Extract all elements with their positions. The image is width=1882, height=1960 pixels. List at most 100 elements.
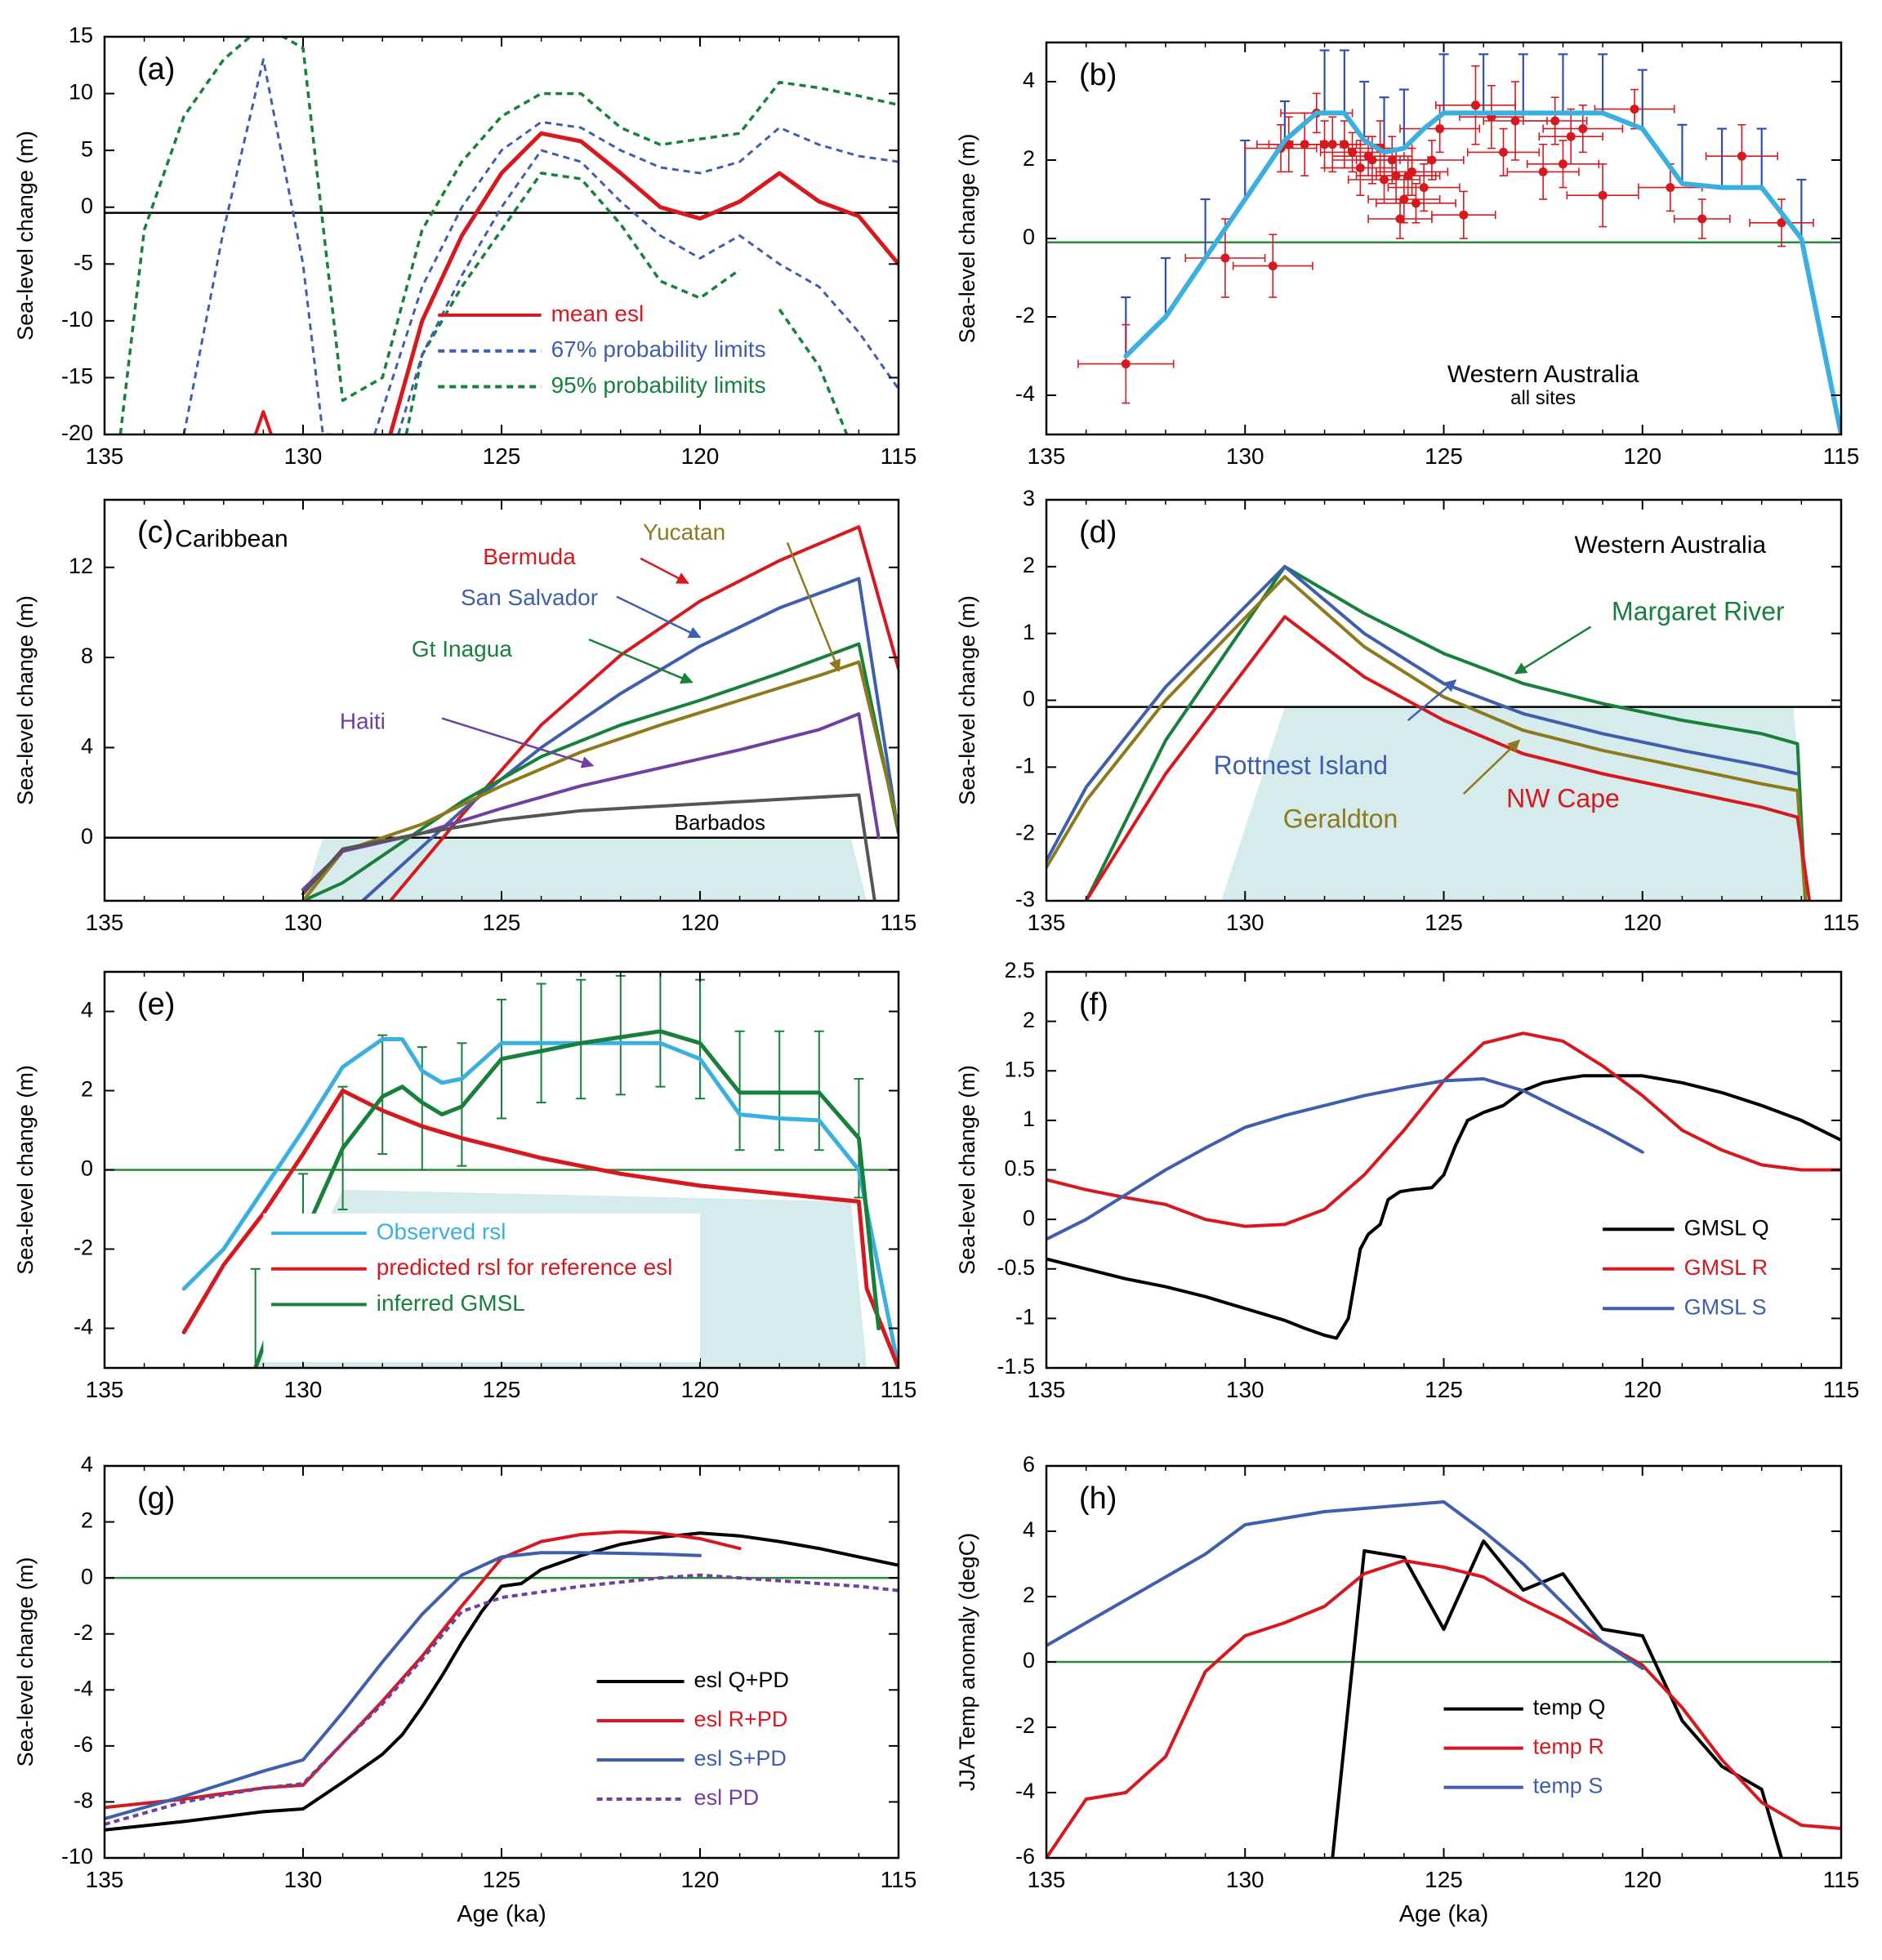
x-tick-label: 125 bbox=[1425, 1867, 1463, 1892]
y-tick-label: 4 bbox=[1023, 68, 1035, 92]
error-bar bbox=[1558, 53, 1568, 114]
y-tick-label: -4 bbox=[74, 1315, 93, 1339]
annotation-label: Rottnest Island bbox=[1214, 751, 1388, 780]
data-point bbox=[1483, 81, 1548, 161]
error-bar bbox=[1637, 69, 1648, 129]
legend-label: 95% probability limits bbox=[551, 372, 766, 398]
series-line bbox=[1084, 615, 1812, 901]
y-tick-label: -10 bbox=[61, 1844, 93, 1869]
y-tick-label: -2 bbox=[74, 1236, 93, 1260]
series-line bbox=[105, 1531, 899, 1832]
data-point bbox=[1506, 144, 1580, 200]
legend-label: esl PD bbox=[694, 1785, 760, 1810]
x-tick-label: 135 bbox=[86, 1867, 124, 1892]
x-tick-label: 125 bbox=[483, 443, 521, 469]
y-tick-label: -6 bbox=[1015, 1844, 1035, 1869]
series-line bbox=[1046, 1077, 1644, 1241]
error-bar bbox=[1598, 53, 1608, 114]
data-point bbox=[1375, 183, 1456, 224]
error-bar bbox=[655, 972, 666, 1088]
plot-area bbox=[1046, 1031, 1841, 1340]
x-tick-label: 125 bbox=[483, 910, 521, 935]
series-line bbox=[253, 1029, 881, 1368]
series-line bbox=[105, 1573, 899, 1826]
panel-c: Caribbean Bermuda San Salvador Gt Inagua Hai… bbox=[13, 498, 917, 935]
x-tick-label: 130 bbox=[1226, 1377, 1264, 1402]
data-point bbox=[1673, 198, 1731, 239]
series-line bbox=[373, 120, 899, 434]
y-tick-label: 0 bbox=[81, 824, 93, 849]
y-tick-label: -1 bbox=[1015, 1305, 1035, 1330]
legend-label: predicted rsl for reference esl bbox=[377, 1254, 673, 1280]
y-tick-label: 15 bbox=[69, 23, 93, 47]
y-tick-label: -2 bbox=[1015, 1713, 1035, 1738]
data-point bbox=[1232, 234, 1313, 298]
annotation-label: Barbados bbox=[675, 810, 765, 835]
error-bar bbox=[1478, 53, 1489, 114]
error-bar bbox=[1160, 256, 1171, 317]
annotation-label: San Salvador bbox=[461, 585, 598, 610]
x-tick-label: 120 bbox=[681, 910, 720, 935]
x-tick-label: 135 bbox=[1028, 1377, 1066, 1402]
x-tick-label: 125 bbox=[1425, 910, 1463, 935]
series-line bbox=[1331, 1539, 1783, 1858]
x-tick-label: 135 bbox=[1028, 443, 1066, 469]
annotation-arrow bbox=[640, 557, 689, 585]
y-tick-label: -6 bbox=[74, 1732, 93, 1757]
annotation-label: NW Cape bbox=[1506, 784, 1620, 813]
panel-tag: (a) bbox=[137, 52, 175, 87]
data-point bbox=[1399, 140, 1465, 180]
y-axis-label: Sea-level change (m) bbox=[13, 595, 38, 805]
panel-h: 135 130 125 120 115 6 4 2 0 -2 -4 -6 (h) JJA Temp ano… bbox=[955, 1452, 1859, 1927]
annotation-arrow bbox=[441, 717, 595, 768]
y-tick-label: -2 bbox=[74, 1620, 93, 1645]
y-tick-label: -0.5 bbox=[997, 1255, 1035, 1280]
series-line bbox=[181, 1089, 899, 1368]
plot-area bbox=[105, 37, 899, 434]
legend-label: esl S+PD bbox=[694, 1746, 787, 1771]
annotation-label: Western Australia bbox=[1447, 361, 1639, 388]
y-tick-label: -10 bbox=[61, 307, 93, 332]
error-bar bbox=[1717, 127, 1728, 188]
plot-area bbox=[105, 1530, 899, 1832]
y-axis-label: Sea-level change (m) bbox=[13, 1557, 38, 1767]
annotation-label: Caribbean bbox=[175, 526, 288, 553]
data-point bbox=[1434, 65, 1516, 145]
x-tick-label: 135 bbox=[86, 443, 124, 469]
y-tick-label: 1 bbox=[1023, 1107, 1035, 1131]
annotation-label: all sites bbox=[1510, 387, 1576, 409]
y-tick-label: 6 bbox=[1023, 1452, 1035, 1477]
series-line bbox=[1046, 1074, 1841, 1340]
legend-label: mean esl bbox=[551, 301, 644, 326]
data-point bbox=[1538, 108, 1603, 165]
x-tick-label: 115 bbox=[881, 910, 917, 935]
panel-tag: (c) bbox=[137, 515, 173, 550]
y-tick-label: 5 bbox=[81, 136, 93, 161]
y-axis-label: Sea-level change (m) bbox=[13, 1065, 38, 1275]
y-axis-label: Sea-level change (m) bbox=[13, 131, 38, 341]
y-tick-label: 0 bbox=[1023, 1205, 1035, 1230]
x-tick-label: 125 bbox=[483, 1867, 521, 1892]
error-bar bbox=[1438, 53, 1449, 114]
annotation-label: Gt Inagua bbox=[412, 636, 512, 662]
y-tick-label: 2 bbox=[1023, 553, 1035, 577]
data-point bbox=[1526, 140, 1600, 189]
x-tick-label: 115 bbox=[1823, 1867, 1860, 1892]
plot-area bbox=[1046, 1500, 1841, 1858]
series-line bbox=[182, 58, 343, 434]
error-bar bbox=[1200, 198, 1211, 258]
panel-tag: (d) bbox=[1079, 515, 1117, 550]
data-point bbox=[1466, 127, 1541, 176]
y-tick-label: 12 bbox=[69, 554, 93, 578]
x-tick-label: 115 bbox=[1823, 1377, 1860, 1402]
panel-tag: (e) bbox=[137, 987, 175, 1022]
legend-label: GMSL Q bbox=[1684, 1215, 1769, 1240]
x-tick-label: 115 bbox=[1823, 910, 1860, 935]
y-tick-label: 3 bbox=[1023, 486, 1035, 510]
y-tick-label: 2.5 bbox=[1004, 958, 1035, 982]
series-line bbox=[404, 172, 741, 434]
annotation-label: Margaret River bbox=[1612, 597, 1785, 626]
y-tick-label: -2 bbox=[1015, 820, 1035, 844]
data-point bbox=[1542, 105, 1624, 154]
y-tick-label: 4 bbox=[1023, 1517, 1035, 1542]
